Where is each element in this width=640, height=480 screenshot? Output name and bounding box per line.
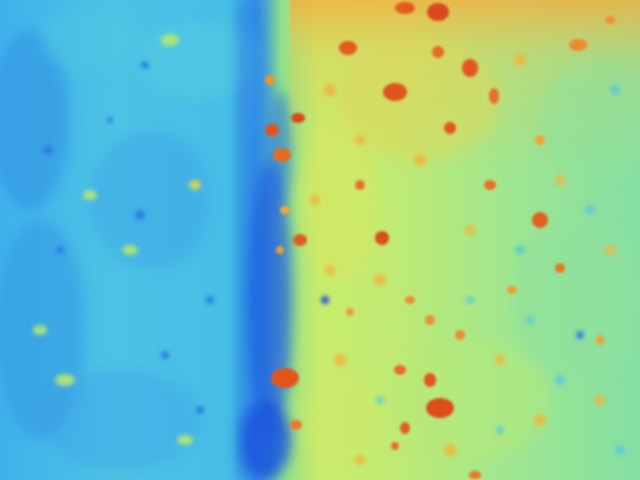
cool-specks [43, 61, 584, 414]
hot-spots [339, 2, 615, 479]
cyan-speckles-right [376, 85, 625, 455]
yellow-specks-left [33, 34, 201, 445]
right-warm-region [300, 40, 640, 470]
seam-hot-spots [265, 75, 307, 430]
warm-speckles [310, 54, 615, 465]
